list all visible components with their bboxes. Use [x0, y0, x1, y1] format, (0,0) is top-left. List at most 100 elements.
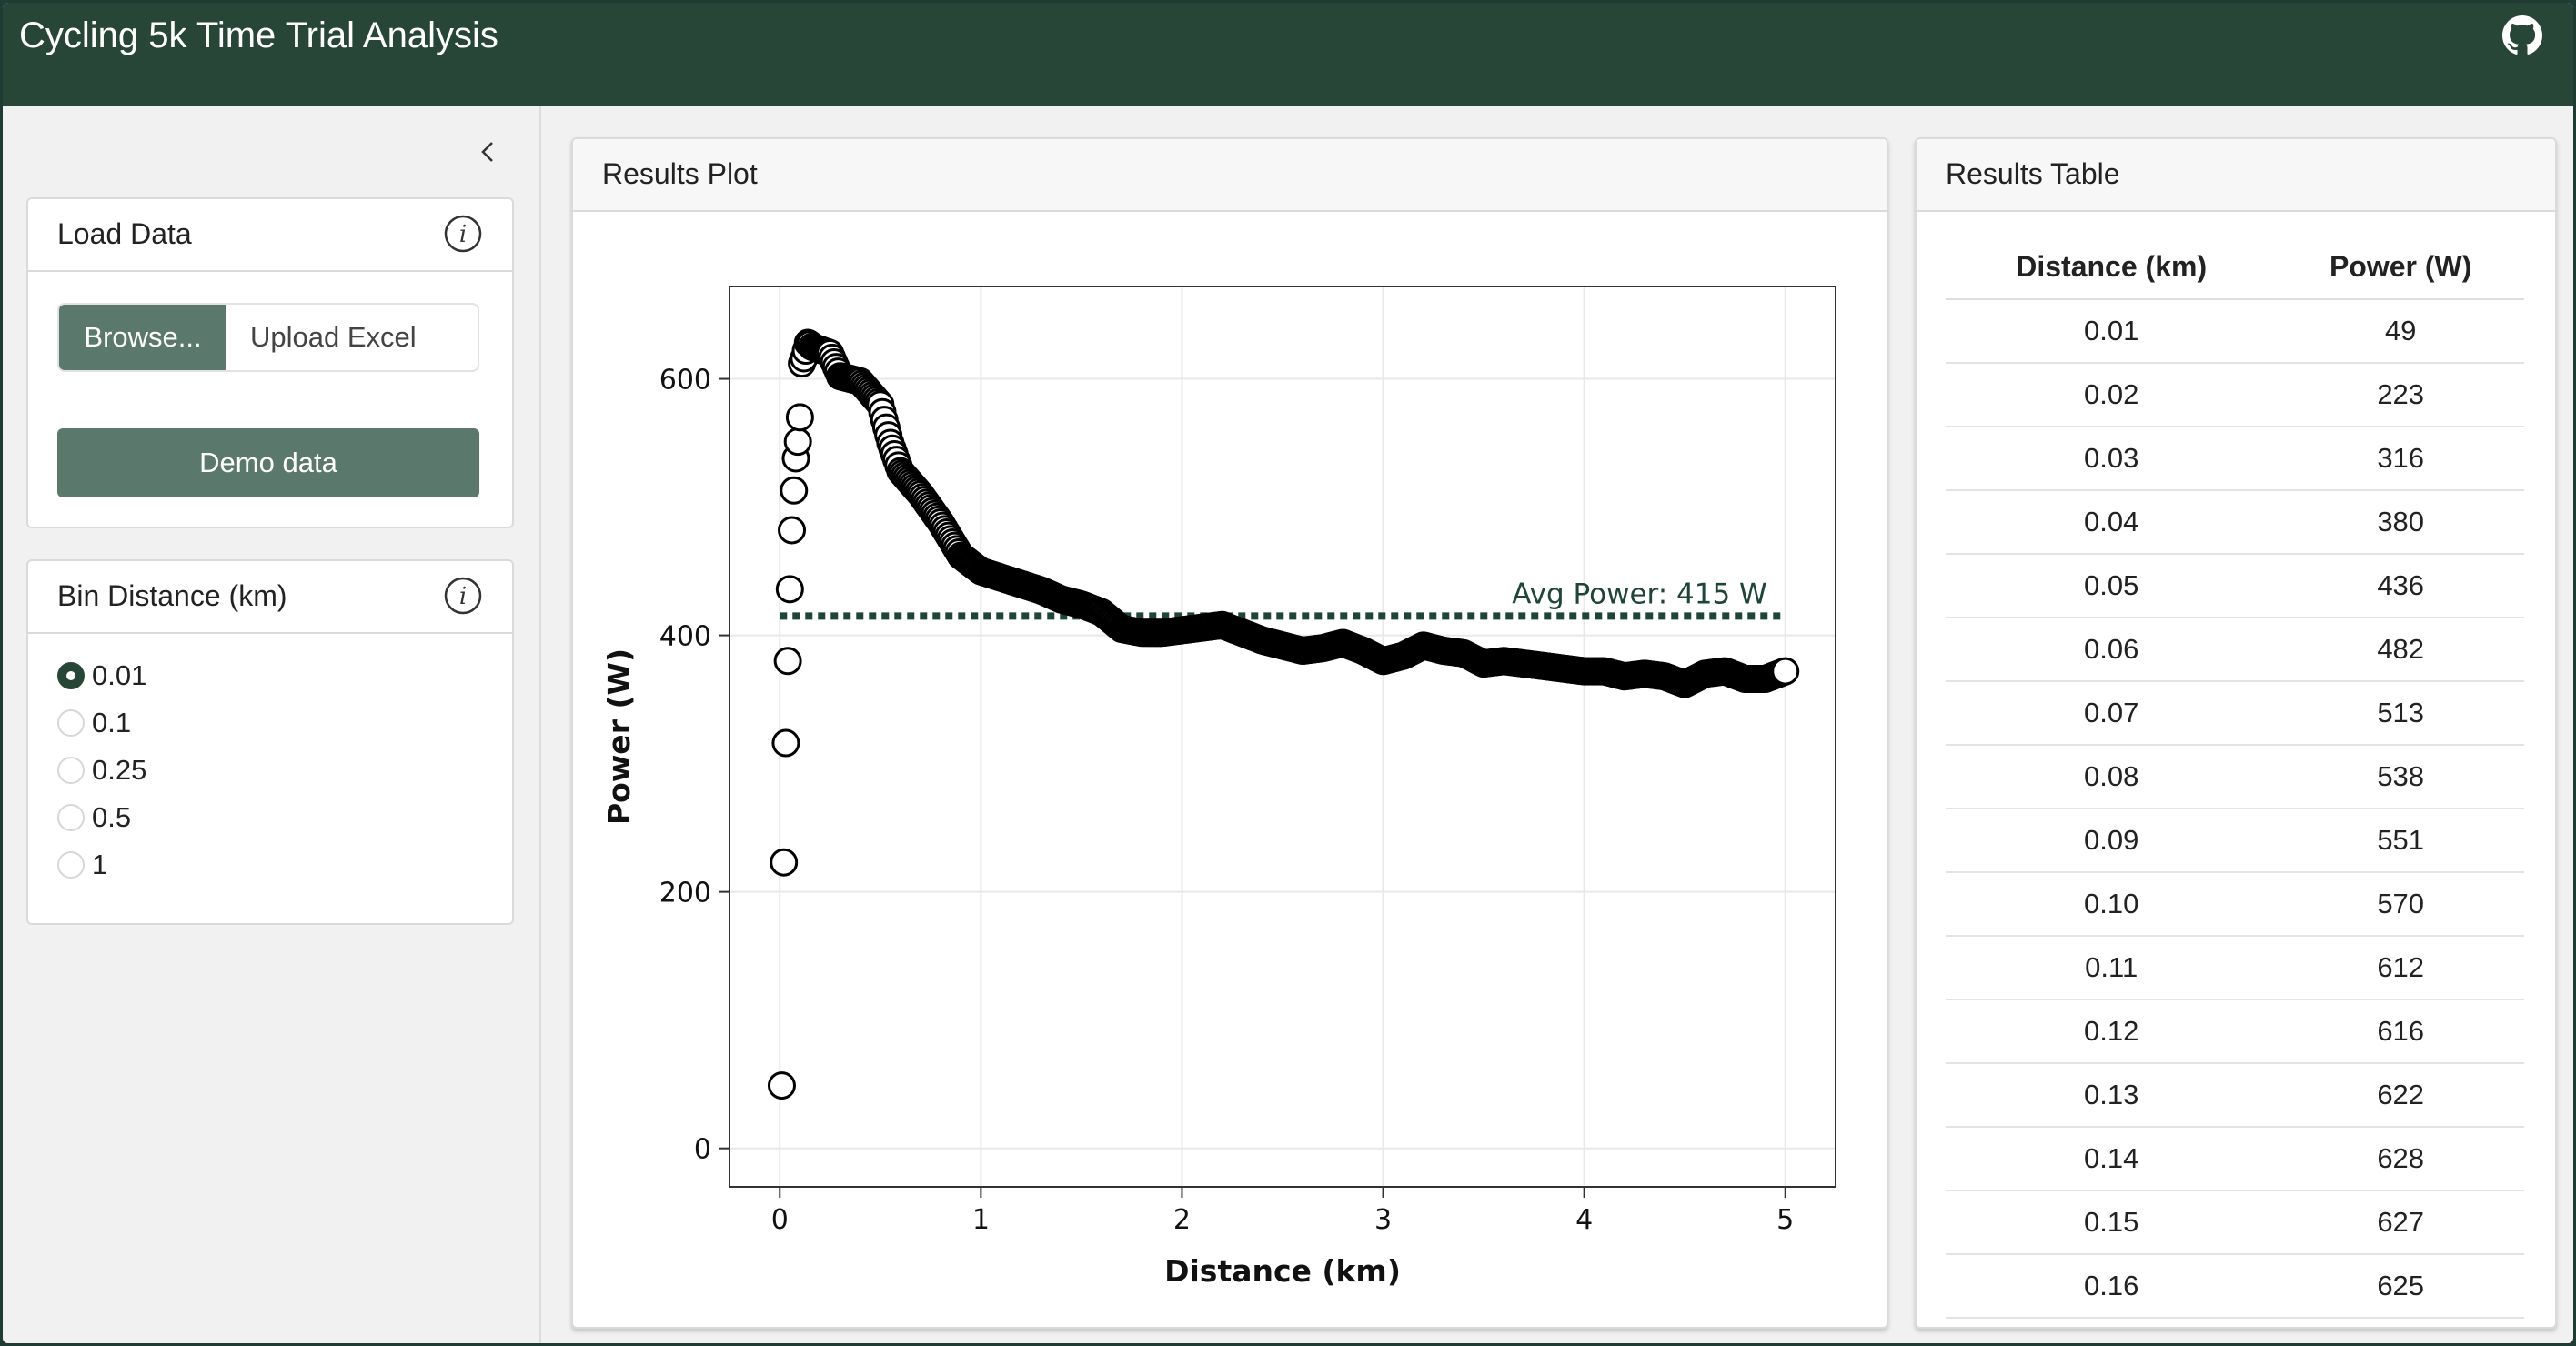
- data-point: [1771, 657, 1800, 686]
- results-table-header: Results Table: [1917, 139, 2555, 212]
- power-cell: 628: [2277, 1127, 2524, 1191]
- distance-cell: 0.10: [1946, 872, 2278, 937]
- bin-distance-card: Bin Distance (km) i 0.01 0.1 0.25 0.5: [26, 559, 514, 925]
- y-tick-label: 0: [694, 1134, 711, 1166]
- x-tick-label: 4: [1575, 1204, 1593, 1236]
- radio-label: 0.1: [92, 707, 132, 738]
- results-plot-header: Results Plot: [573, 139, 1887, 212]
- distance-cell: 0.03: [1946, 427, 2278, 491]
- table-row: 0.02 223: [1946, 363, 2524, 427]
- upload-excel-field[interactable]: Upload Excel: [250, 321, 417, 353]
- radio-button[interactable]: [57, 851, 85, 879]
- distance-cell: 0.13: [1946, 1063, 2278, 1128]
- data-point: [773, 647, 802, 676]
- power-cell: 622: [2277, 1063, 2524, 1128]
- results-table-title: Results Table: [1946, 157, 2120, 190]
- distance-cell: 0.09: [1946, 809, 2278, 873]
- distance-cell: 0.02: [1946, 363, 2278, 427]
- results-table: Distance (km) Power (W) 0.01 49 0.02 223 0.0…: [1946, 236, 2524, 1319]
- average-power-label: Avg Power: 415 W: [1512, 578, 1766, 610]
- distance-cell: 0.04: [1946, 490, 2278, 555]
- power-cell: 482: [2277, 618, 2524, 682]
- x-tick-label: 1: [972, 1204, 990, 1236]
- data-point: [778, 516, 807, 545]
- data-point: [770, 848, 799, 877]
- distance-cell: 0.06: [1946, 618, 2278, 682]
- radio-button[interactable]: [57, 709, 85, 737]
- x-axis-label: Distance (km): [1164, 1253, 1401, 1289]
- radio-option-0.1[interactable]: 0.1: [57, 703, 131, 743]
- power-cell: 538: [2277, 745, 2524, 809]
- bin-distance-title: Bin Distance (km): [57, 579, 287, 612]
- table-row: 0.05 436: [1946, 554, 2524, 618]
- power-cell: 223: [2277, 363, 2524, 427]
- y-tick-label: 600: [659, 365, 711, 397]
- distance-cell: 0.07: [1946, 681, 2278, 746]
- data-point: [775, 575, 804, 604]
- y-tick-label: 200: [659, 878, 711, 909]
- demo-data-button[interactable]: Demo data: [57, 428, 479, 497]
- power-cell: 570: [2277, 872, 2524, 937]
- sidebar: Load Data i Browse... Upload Excel Demo …: [3, 106, 541, 1343]
- info-icon[interactable]: i: [443, 214, 483, 254]
- radio-button[interactable]: [57, 757, 85, 784]
- distance-cell: 0.05: [1946, 554, 2278, 618]
- power-cell: 380: [2277, 490, 2524, 555]
- distance-cell: 0.16: [1946, 1254, 2278, 1319]
- power-cell: 436: [2277, 554, 2524, 618]
- collapse-sidebar-icon[interactable]: [470, 134, 507, 170]
- table-row: 0.16 625: [1946, 1254, 2524, 1319]
- x-tick-label: 2: [1173, 1204, 1191, 1236]
- table-row: 0.03 316: [1946, 427, 2524, 491]
- svg-text:i: i: [459, 583, 467, 610]
- x-tick-label: 3: [1374, 1204, 1392, 1236]
- x-tick-label: 5: [1776, 1204, 1794, 1236]
- power-cell: 616: [2277, 999, 2524, 1064]
- distance-cell: 0.12: [1946, 999, 2278, 1064]
- radio-option-0.25[interactable]: 0.25: [57, 750, 146, 790]
- app-title: Cycling 5k Time Trial Analysis: [19, 15, 498, 55]
- table-row: 0.09 551: [1946, 809, 2524, 873]
- bin-distance-header: Bin Distance (km) i: [28, 561, 512, 634]
- y-axis-label: Power (W): [601, 648, 637, 825]
- radio-label: 1: [92, 849, 108, 880]
- data-point: [780, 476, 809, 505]
- table-row: 0.12 616: [1946, 999, 2524, 1064]
- table-row: 0.08 538: [1946, 745, 2524, 809]
- github-icon[interactable]: [2502, 15, 2542, 55]
- load-data-card: Load Data i Browse... Upload Excel Demo …: [26, 197, 514, 528]
- browse-button[interactable]: Browse...: [59, 305, 226, 370]
- radio-button[interactable]: [57, 804, 85, 831]
- data-point: [783, 427, 812, 457]
- column-header-power[interactable]: Power (W): [2277, 236, 2524, 300]
- power-cell: 625: [2277, 1254, 2524, 1319]
- distance-cell: 0.14: [1946, 1127, 2278, 1191]
- table-body: 0.01 49 0.02 223 0.03 316 0.04 380 0.05 436 0.06 48…: [1946, 299, 2524, 1319]
- results-plot-panel: Results Plot Avg Power: 415 W 0 1 2 3 4 5 0 200…: [571, 137, 1888, 1329]
- data-point: [785, 403, 814, 432]
- power-cell: 551: [2277, 809, 2524, 873]
- file-upload: Browse... Upload Excel: [57, 303, 479, 372]
- data-point: [767, 1071, 796, 1100]
- results-plot-title: Results Plot: [602, 157, 758, 190]
- power-scatter-plot: Avg Power: 415 W 0 1 2 3 4 5 0 200 400 600 Distanc…: [601, 286, 1836, 1289]
- app-header: Cycling 5k Time Trial Analysis: [3, 3, 2573, 106]
- radio-option-1[interactable]: 1: [57, 845, 107, 885]
- radio-button[interactable]: [57, 662, 85, 689]
- radio-option-0.5[interactable]: 0.5: [57, 798, 131, 838]
- table-row: 0.11 612: [1946, 936, 2524, 1000]
- table-row: 0.14 628: [1946, 1127, 2524, 1191]
- info-icon[interactable]: i: [443, 576, 483, 616]
- distance-cell: 0.11: [1946, 936, 2278, 1000]
- power-cell: 612: [2277, 936, 2524, 1000]
- distance-cell: 0.01: [1946, 299, 2278, 364]
- load-data-header: Load Data i: [28, 199, 512, 272]
- plot-frame: [729, 286, 1836, 1188]
- radio-label: 0.25: [92, 754, 147, 786]
- radio-label: 0.5: [92, 801, 132, 833]
- table-row: 0.01 49: [1946, 299, 2524, 364]
- column-header-distance[interactable]: Distance (km): [1946, 236, 2278, 300]
- data-point: [771, 728, 800, 758]
- table-header-row: Distance (km) Power (W): [1946, 236, 2524, 300]
- radio-option-0.01[interactable]: 0.01: [57, 656, 146, 696]
